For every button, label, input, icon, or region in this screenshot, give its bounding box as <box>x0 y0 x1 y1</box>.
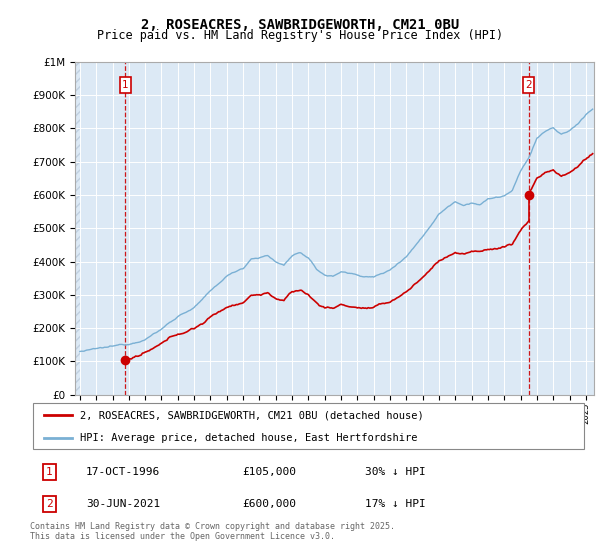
Text: 17-OCT-1996: 17-OCT-1996 <box>86 466 160 477</box>
Text: 2, ROSEACRES, SAWBRIDGEWORTH, CM21 0BU: 2, ROSEACRES, SAWBRIDGEWORTH, CM21 0BU <box>141 18 459 32</box>
Text: 1: 1 <box>46 466 53 477</box>
Text: 17% ↓ HPI: 17% ↓ HPI <box>365 499 425 509</box>
Text: 2, ROSEACRES, SAWBRIDGEWORTH, CM21 0BU (detached house): 2, ROSEACRES, SAWBRIDGEWORTH, CM21 0BU (… <box>80 410 424 421</box>
Text: 30% ↓ HPI: 30% ↓ HPI <box>365 466 425 477</box>
FancyBboxPatch shape <box>33 404 584 449</box>
Text: £600,000: £600,000 <box>242 499 296 509</box>
Text: 30-JUN-2021: 30-JUN-2021 <box>86 499 160 509</box>
Text: HPI: Average price, detached house, East Hertfordshire: HPI: Average price, detached house, East… <box>80 433 418 444</box>
Text: 2: 2 <box>46 499 53 509</box>
Text: 2: 2 <box>525 80 532 90</box>
Text: £105,000: £105,000 <box>242 466 296 477</box>
Text: Price paid vs. HM Land Registry's House Price Index (HPI): Price paid vs. HM Land Registry's House … <box>97 29 503 42</box>
Text: Contains HM Land Registry data © Crown copyright and database right 2025.
This d: Contains HM Land Registry data © Crown c… <box>30 522 395 542</box>
Text: 1: 1 <box>122 80 129 90</box>
Bar <box>75 29 80 395</box>
